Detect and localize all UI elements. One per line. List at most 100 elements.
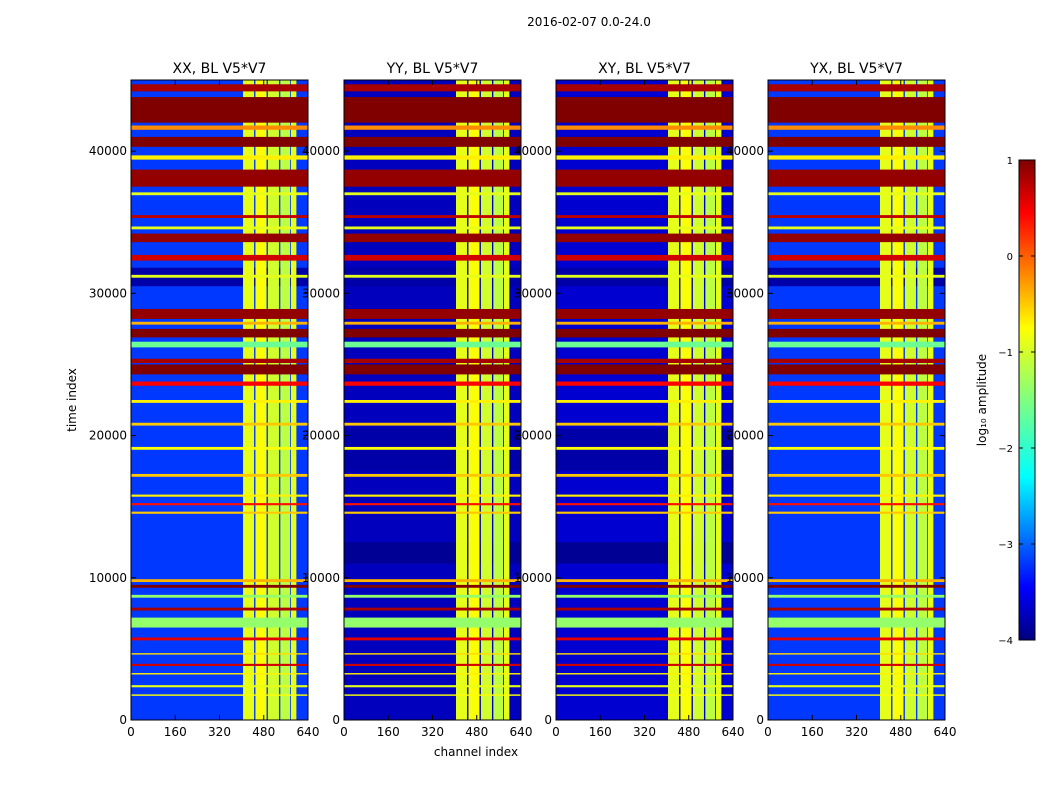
heatmap-flagged-band	[344, 584, 521, 588]
x-tick-label: 320	[421, 725, 444, 739]
heatmap-flagged-band	[768, 685, 945, 688]
heatmap-flagged-band	[344, 637, 521, 641]
heatmap-flagged-band	[556, 97, 733, 123]
heatmap-flagged-band	[556, 607, 733, 611]
heatmap-flagged-band	[131, 358, 308, 364]
y-tick-label: 20000	[89, 429, 127, 443]
heatmap-flagged-band	[344, 400, 521, 403]
heatmap-flagged-band	[768, 321, 945, 325]
y-tick-label: 10000	[514, 571, 552, 585]
heatmap-flagged-band	[768, 607, 945, 611]
heatmap-flagged-band	[556, 125, 733, 130]
heatmap-flagged-band	[131, 607, 308, 611]
heatmap-flagged-band	[131, 511, 308, 514]
heatmap-flagged-band	[556, 494, 733, 497]
colorbar-tick-label: −1	[998, 348, 1013, 359]
heatmap-flagged-band	[768, 381, 945, 386]
heatmap-flagged-band	[344, 358, 521, 364]
heatmap-flagged-band	[768, 274, 945, 278]
heatmap-flagged-band	[131, 503, 308, 506]
heatmap-flagged-band	[344, 155, 521, 160]
heatmap-flagged-band	[556, 381, 733, 386]
panel-heatmap	[556, 80, 733, 720]
heatmap-flagged-band	[768, 584, 945, 588]
heatmap-flagged-band	[556, 169, 733, 187]
heatmap-flagged-band	[768, 694, 945, 696]
heatmap-flagged-band	[344, 84, 521, 92]
y-tick-label: 10000	[726, 571, 764, 585]
heatmap-flagged-band	[768, 358, 945, 364]
x-tick-label: 640	[510, 725, 533, 739]
heatmap-flagged-band	[556, 473, 733, 477]
heatmap-flagged-band	[344, 328, 521, 338]
heatmap-flagged-band	[556, 233, 733, 243]
x-tick-label: 0	[340, 725, 348, 739]
heatmap-flagged-band	[344, 381, 521, 386]
x-axis-label: channel index	[434, 745, 518, 759]
heatmap-flagged-band	[344, 473, 521, 477]
heatmap-flagged-band	[768, 125, 945, 130]
x-tick-label: 160	[589, 725, 612, 739]
heatmap-flagged-band	[768, 136, 945, 147]
heatmap-flagged-band	[768, 637, 945, 641]
y-tick-label: 10000	[89, 571, 127, 585]
heatmap-flagged-band	[768, 254, 945, 261]
heatmap-flagged-band	[344, 617, 521, 628]
heatmap-flagged-band	[344, 136, 521, 147]
heatmap-flagged-band	[556, 192, 733, 196]
heatmap-flagged-band	[768, 494, 945, 497]
x-tick-label: 640	[934, 725, 957, 739]
heatmap-flagged-band	[768, 503, 945, 506]
heatmap-flagged-band	[556, 663, 733, 666]
heatmap-flagged-band	[131, 584, 308, 588]
y-tick-label: 20000	[514, 429, 552, 443]
heatmap-flagged-band	[768, 663, 945, 666]
y-tick-label: 0	[332, 713, 340, 727]
y-tick-label: 20000	[726, 429, 764, 443]
heatmap-flagged-band	[131, 594, 308, 598]
y-tick-label: 20000	[302, 429, 340, 443]
heatmap-flagged-band	[131, 321, 308, 325]
heatmap-flagged-band	[556, 511, 733, 514]
heatmap-flagged-band	[131, 125, 308, 130]
heatmap-flagged-band	[344, 321, 521, 325]
y-tick-label: 40000	[302, 144, 340, 158]
colorbar-tick-label: −4	[998, 636, 1013, 647]
heatmap-flagged-band	[344, 169, 521, 187]
heatmap-flagged-band	[768, 97, 945, 123]
heatmap-flagged-band	[131, 364, 308, 375]
heatmap-flagged-band	[768, 308, 945, 319]
heatmap-flagged-band	[556, 274, 733, 278]
heatmap-flagged-band	[131, 663, 308, 666]
heatmap-flagged-band	[131, 274, 308, 278]
panel-title: XX, BL V5*V7	[173, 61, 267, 77]
heatmap-flagged-band	[556, 503, 733, 506]
heatmap-flagged-band	[344, 685, 521, 688]
heatmap-flagged-band	[131, 84, 308, 92]
colorbar-tick-label: −2	[998, 444, 1013, 455]
heatmap-flagged-band	[556, 84, 733, 92]
colorbar-tick-label: 1	[1007, 156, 1013, 167]
heatmap-flagged-band	[344, 663, 521, 666]
heatmap-flagged-band	[556, 673, 733, 675]
x-tick-label: 320	[633, 725, 656, 739]
heatmap-flagged-band	[768, 617, 945, 628]
heatmap-flagged-band	[131, 192, 308, 196]
heatmap-flagged-band	[131, 226, 308, 230]
heatmap-flagged-band	[768, 192, 945, 196]
heatmap-flagged-band	[556, 215, 733, 218]
heatmap-flagged-band	[556, 341, 733, 348]
y-tick-label: 0	[119, 713, 127, 727]
heatmap-flagged-band	[556, 136, 733, 147]
panel-0: XX, BL V5*V7 0 160 320 480 640 0 10000 20000 3000…	[89, 61, 320, 739]
x-tick-label: 160	[164, 725, 187, 739]
heatmap-flagged-band	[131, 169, 308, 187]
heatmap-flagged-band	[344, 594, 521, 598]
heatmap-flagged-band	[556, 584, 733, 588]
heatmap-flagged-band	[344, 503, 521, 506]
heatmap-flagged-band	[131, 308, 308, 319]
heatmap-flagged-band	[768, 84, 945, 92]
panel-title: YY, BL V5*V7	[386, 61, 479, 77]
heatmap-flagged-band	[344, 607, 521, 611]
